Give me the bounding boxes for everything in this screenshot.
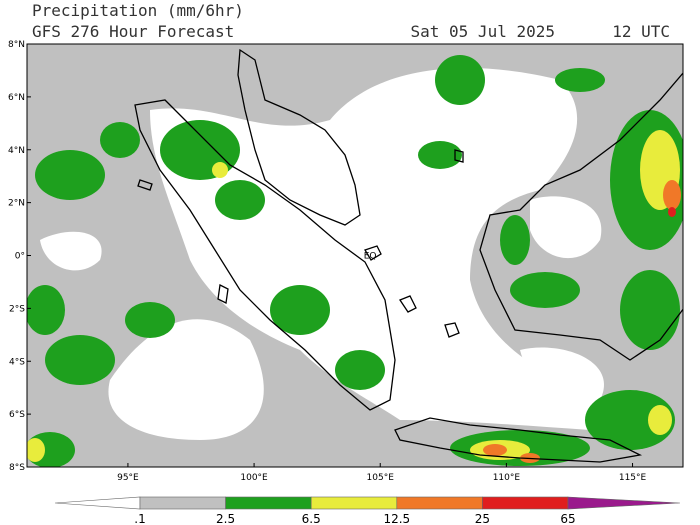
lat-label: 0° [15,252,25,262]
lat-label: 6°N [8,93,25,103]
lon-label: 105°E [367,473,395,483]
coast-java [394,417,643,463]
field-green [585,390,675,450]
lon-label: 110°E [493,473,521,483]
field-white [520,347,604,403]
map-field [27,44,683,467]
field-green [125,302,175,338]
field-green [510,272,580,308]
lon-label: 115°E [619,473,647,483]
field-green [418,141,462,169]
field-green [555,68,605,92]
lon-label: 95°E [117,473,139,483]
field-green [45,335,115,385]
colorbar-label: 2.5 [216,512,235,525]
date: Sat 05 Jul 2025 [411,22,556,41]
lat-label: 6°S [9,410,25,420]
colorbar-segment [225,496,312,510]
title: Precipitation (mm/6hr) [32,1,244,20]
colorbar-label: 65 [560,512,575,525]
field-white [530,196,602,259]
colorbar-under [54,496,141,510]
field-yellow [212,162,228,178]
colorbar-label: 25 [475,512,490,525]
colorbar-label: 12.5 [383,512,410,525]
coast-borneo [479,72,683,361]
field-green [620,270,680,350]
coast-islands [137,149,464,338]
colorbar-segment [396,496,483,510]
subtitle: GFS 276 Hour Forecast [32,22,234,41]
colorbar: .1 2.5 6.5 12.5 25 65 [54,496,681,525]
field-green [160,120,240,180]
lat-label: 2°N [8,199,25,209]
axes: 8°N 6°N 4°N 2°N 0° 2°S 4°S 6°S 8°S 95°E 100°E 105°E… [8,40,646,483]
field-white [40,231,102,271]
field-white [150,68,600,430]
field-green [27,285,65,335]
colorbar-label: .1 [134,512,145,525]
field-orange [483,444,507,456]
coast-sumatra [134,99,396,411]
lat-label: 2°S [9,304,25,314]
lat-label: 4°S [9,357,25,367]
colorbar-label: 6.5 [302,512,321,525]
field-yellow [648,405,672,435]
field-yellow [27,438,45,462]
field-green [335,350,385,390]
colorbar-over [567,496,681,510]
coast-malaya [237,48,361,226]
equator-label: EQ [364,252,377,262]
field-orange [663,180,681,210]
lon-label: 100°E [240,473,268,483]
colorbar-segment [310,496,398,510]
colorbar-segment [139,496,226,510]
field-white [108,319,264,440]
colorbar-segment [482,496,569,510]
field-red [668,207,676,217]
lat-label: 4°N [8,146,25,156]
field-green [435,55,485,105]
time: 12 UTC [612,22,670,41]
field-green [35,150,105,200]
field-green [100,122,140,158]
field-green [500,215,530,265]
lat-label: 8°N [8,40,25,50]
field-green [215,180,265,220]
lat-label: 8°S [9,463,25,473]
coastlines [134,48,683,463]
field-green [270,285,330,335]
